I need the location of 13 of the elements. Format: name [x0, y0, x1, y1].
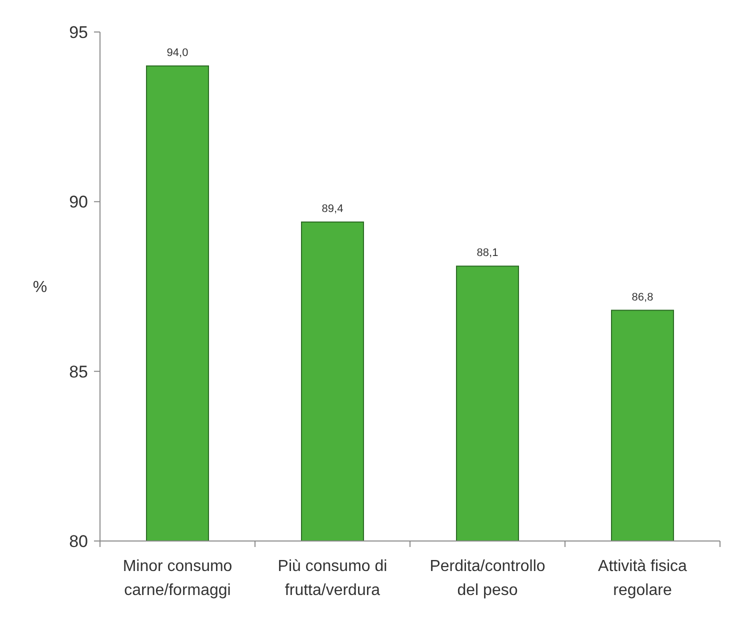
y-tick-label: 80	[69, 532, 88, 551]
x-tick-label: Più consumo di frutta/verdura	[278, 558, 388, 599]
data-label: 88,1	[476, 247, 498, 260]
x-tick-label: Attività fisica regolare	[598, 558, 688, 599]
x-tick-label: Minor consumo carne/formaggi	[122, 558, 232, 599]
y-tick-label: 95	[69, 22, 88, 42]
y-tick-label: 85	[69, 362, 88, 382]
y-axis-title: %	[32, 279, 48, 296]
data-label: 94,0	[166, 46, 188, 59]
data-label: 89,4	[322, 203, 344, 216]
y-tick-label: 90	[69, 192, 88, 212]
x-tick-label: Perdita/controllo del peso	[430, 558, 546, 599]
data-label: 86,8	[632, 291, 654, 304]
